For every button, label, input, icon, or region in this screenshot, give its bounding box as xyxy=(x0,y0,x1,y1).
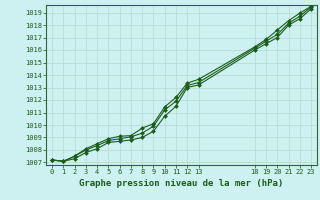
X-axis label: Graphe pression niveau de la mer (hPa): Graphe pression niveau de la mer (hPa) xyxy=(79,179,284,188)
